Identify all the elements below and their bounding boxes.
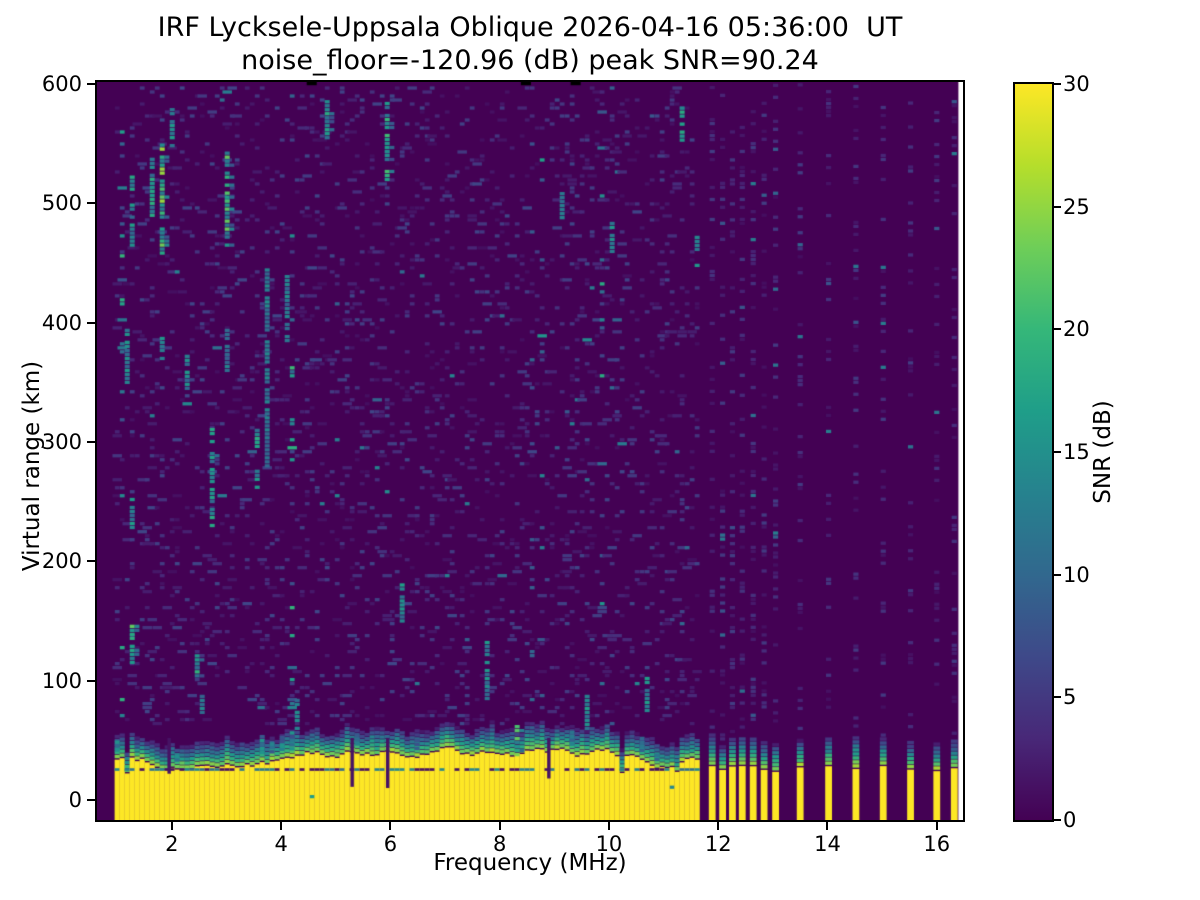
x-tick-mark: [717, 822, 720, 830]
colorbar-tick-mark: [1054, 83, 1061, 85]
y-tick-label: 600: [41, 72, 82, 97]
x-tick-mark: [170, 822, 173, 830]
colorbar-tick-label: 10: [1063, 562, 1090, 587]
x-tick-label: 8: [492, 832, 507, 856]
x-tick-label: 4: [274, 832, 288, 856]
colorbar-tick-mark: [1054, 205, 1061, 208]
y-tick-label: 200: [41, 549, 82, 574]
ionogram-heatmap: [97, 82, 963, 820]
colorbar-tick-label: 20: [1063, 317, 1090, 342]
x-tick-label: 14: [814, 832, 841, 856]
y-tick-mark: [87, 202, 95, 205]
colorbar-tick-label: 5: [1063, 685, 1077, 710]
colorbar-tick-mark: [1054, 696, 1061, 699]
y-tick-mark: [87, 560, 95, 563]
x-tick-mark: [498, 822, 501, 830]
colorbar-label: SNR (dB): [1090, 400, 1116, 504]
colorbar-tick-label: 30: [1063, 72, 1090, 96]
x-tick-label: 12: [704, 832, 732, 856]
colorbar-tick-mark: [1054, 451, 1061, 453]
y-tick-mark: [87, 440, 95, 443]
y-tick-mark: [87, 679, 95, 682]
x-axis-label: Frequency (MHz): [433, 850, 627, 876]
chart-subtitle: noise_floor=-120.96 (dB) peak SNR=90.24: [241, 45, 819, 76]
y-tick-label: 100: [41, 668, 82, 693]
y-tick-mark: [87, 798, 95, 801]
x-tick-mark: [389, 822, 392, 830]
y-tick-label: 0: [68, 787, 82, 812]
x-tick-mark: [935, 822, 938, 830]
x-tick-mark: [607, 822, 610, 830]
y-tick-label: 300: [41, 429, 82, 454]
plot-area: [95, 80, 965, 822]
colorbar-tick-mark: [1054, 328, 1061, 331]
x-tick-mark: [280, 822, 283, 830]
colorbar-tick-label: 25: [1063, 194, 1090, 219]
y-tick-label: 500: [41, 191, 82, 216]
colorbar-gradient: [1015, 84, 1052, 820]
x-tick-label: 10: [595, 832, 623, 856]
x-tick-label: 2: [165, 832, 179, 856]
x-tick-label: 16: [923, 832, 951, 856]
x-tick-label: 6: [383, 832, 398, 856]
colorbar-tick-mark: [1054, 819, 1061, 821]
y-tick-mark: [87, 321, 95, 324]
y-tick-label: 400: [41, 310, 82, 335]
colorbar-tick-label: 0: [1063, 808, 1077, 832]
chart-title: IRF Lycksele-Uppsala Oblique 2026-04-16 …: [157, 12, 903, 43]
y-axis-label: Virtual range (km): [19, 360, 45, 572]
x-tick-mark: [826, 822, 829, 830]
y-tick-mark: [87, 83, 95, 86]
colorbar-tick-mark: [1054, 573, 1061, 576]
colorbar: [1013, 82, 1054, 822]
colorbar-tick-label: 15: [1063, 440, 1090, 464]
